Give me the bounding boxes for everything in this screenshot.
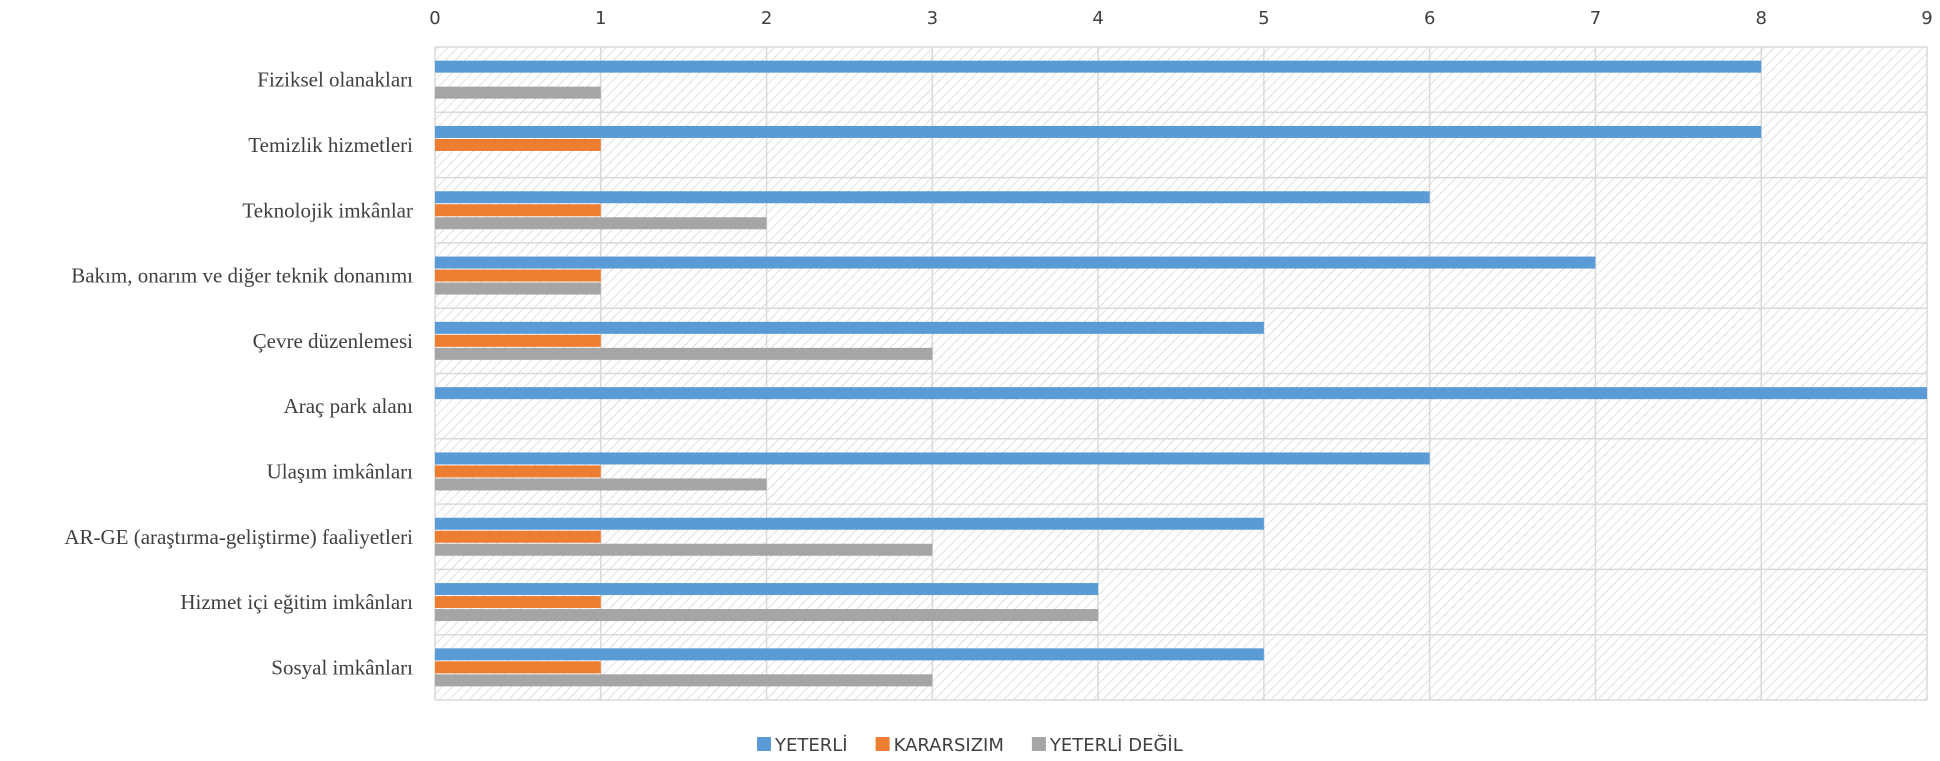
category-label: Teknolojik imkânlar (242, 198, 413, 222)
gridlines (434, 46, 1928, 701)
bar (435, 334, 601, 347)
bar (435, 321, 1264, 334)
x-tick-label: 2 (761, 8, 772, 29)
x-tick-label: 3 (927, 8, 938, 29)
bar (435, 674, 933, 687)
category-label: Hizmet içi eğitim imkânları (180, 590, 413, 614)
category-label: AR-GE (araştırma-geliştirme) faaliyetler… (64, 525, 413, 549)
x-tick-label: 4 (1092, 8, 1103, 29)
bar (435, 256, 1596, 269)
bar (435, 478, 767, 491)
bar (435, 452, 1430, 465)
legend-swatch (1031, 737, 1046, 751)
bar (435, 125, 1762, 138)
legend-label: YETERLİ (774, 735, 848, 756)
legend-label: KARARSIZIM (894, 735, 1004, 756)
bar (435, 217, 767, 230)
bar (435, 661, 601, 674)
x-tick-label: 5 (1258, 8, 1269, 29)
bar (435, 596, 601, 609)
bar (435, 282, 601, 295)
legend: YETERLİ KARARSIZIM YETERLİ DEĞİL (757, 734, 1183, 756)
bar (435, 86, 601, 99)
category-label: Bakım, onarım ve diğer teknik donanımı (71, 264, 413, 288)
x-tick-label: 1 (595, 8, 606, 29)
x-tick-label: 7 (1590, 8, 1601, 29)
x-tick-label: 8 (1755, 8, 1766, 29)
bar (435, 387, 1927, 400)
bar (435, 269, 601, 282)
legend-swatch (875, 737, 890, 751)
category-label: Temizlik hizmetleri (248, 133, 413, 157)
category-label: Fiziksel olanakları (257, 68, 413, 92)
bar (435, 138, 601, 151)
category-label: Araç park alanı (284, 394, 414, 418)
category-label: Ulaşım imkânları (267, 459, 414, 483)
legend-swatch (757, 737, 771, 751)
x-tick-label: 6 (1424, 8, 1435, 29)
bar (435, 60, 1762, 73)
x-tick-label: 0 (429, 8, 440, 29)
bar (435, 517, 1264, 530)
bar (435, 347, 933, 360)
bar (435, 465, 601, 478)
bar (435, 648, 1264, 661)
x-tick-label: 9 (1921, 8, 1932, 29)
category-label: Sosyal imkânları (271, 655, 413, 679)
bar (435, 609, 1099, 622)
bar (435, 530, 601, 543)
legend-label: YETERLİ DEĞİL (1049, 734, 1183, 756)
category-label: Çevre düzenlemesi (253, 329, 414, 353)
bar (435, 583, 1099, 596)
bar (435, 543, 933, 556)
y-axis-category-labels: Fiziksel olanakları Temizlik hizmetleri Te… (64, 68, 413, 680)
bars (435, 60, 1927, 687)
x-axis-tick-labels: 0 1 2 3 4 5 6 7 8 9 (429, 8, 1932, 29)
bar (435, 191, 1430, 204)
bar (435, 204, 601, 217)
